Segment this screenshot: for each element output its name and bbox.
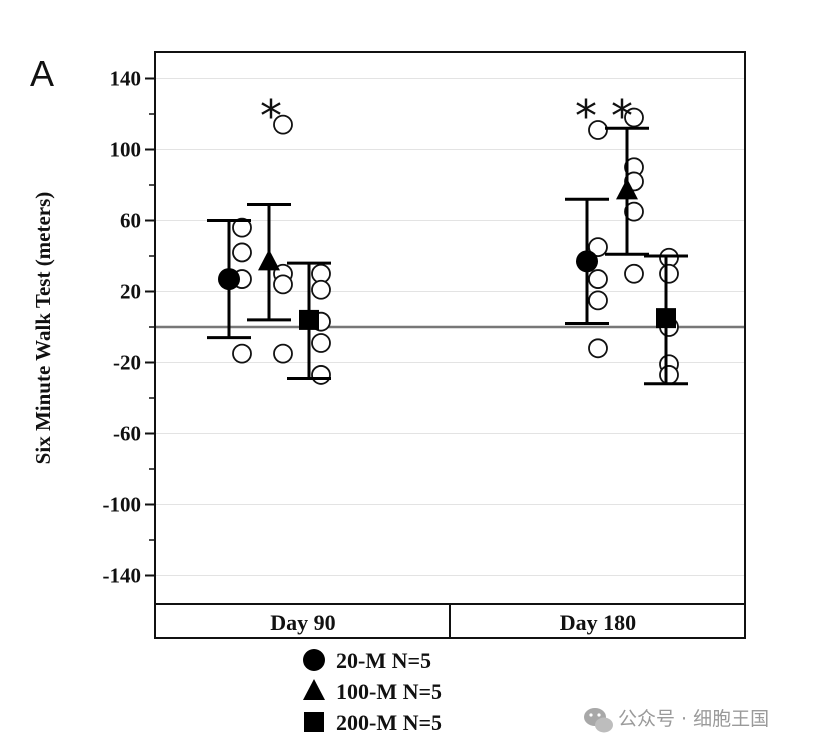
watermark: 公众号 · 细胞王国: [584, 708, 769, 733]
individual-point: [232, 242, 252, 263]
gridlines: [155, 78, 745, 576]
individual-point: [588, 269, 608, 289]
individual-point: [588, 237, 608, 258]
significance-star: *: [611, 91, 633, 142]
legend-marker: [304, 712, 324, 732]
panel-letter: A: [30, 53, 54, 94]
mean-marker: [656, 308, 676, 329]
category-label: Day 90: [270, 610, 335, 635]
data-marks: [207, 107, 688, 386]
individual-point: [588, 120, 608, 140]
individual-point: [232, 343, 252, 364]
watermark-text: 公众号 · 细胞王国: [618, 708, 769, 730]
legend-label: 200-M N=5: [336, 710, 442, 735]
individual-point: [624, 263, 644, 284]
y-tick-label: -60: [113, 422, 141, 446]
legend-label: 20-M N=5: [336, 648, 431, 673]
y-tick-label: -100: [103, 493, 142, 517]
individual-point: [588, 338, 608, 359]
individual-point: [311, 365, 331, 385]
legend-marker: [303, 649, 325, 671]
y-tick-label: 20: [120, 280, 141, 304]
y-tick-label: 60: [120, 209, 141, 233]
individual-point: [659, 263, 679, 284]
category-bar: Day 90 Day 180: [154, 603, 746, 639]
individual-point: [273, 274, 293, 295]
individual-point: [624, 107, 644, 128]
mean-marker: [299, 309, 319, 330]
mean-marker: [218, 268, 240, 291]
mean-marker: [616, 178, 638, 200]
individual-point: [232, 217, 252, 238]
legend: 20-M N=5 100-M N=5 200-M N=5: [303, 648, 442, 735]
y-tick-label: -20: [113, 351, 141, 375]
y-tick-label: 140: [110, 67, 142, 91]
significance-marks: * * *: [260, 91, 633, 142]
legend-marker: [303, 679, 325, 700]
legend-label: 100-M N=5: [336, 679, 442, 704]
individual-point: [273, 343, 293, 364]
significance-star: *: [575, 91, 597, 142]
y-axis: 140 100 60 20 -20 -60 -100 -140: [103, 67, 155, 588]
y-axis-label: Six Minute Walk Test (meters): [31, 192, 55, 465]
category-label: Day 180: [560, 610, 636, 635]
mean-marker: [258, 249, 280, 271]
wechat-icon: [584, 708, 613, 733]
y-tick-label: -140: [103, 564, 142, 588]
mean-marker: [576, 250, 598, 273]
individual-point: [311, 333, 331, 353]
individual-point: [588, 290, 608, 311]
significance-star: *: [260, 91, 282, 142]
y-tick-label: 100: [110, 138, 142, 162]
individual-point: [311, 279, 331, 300]
individual-point: [624, 201, 644, 222]
individual-point: [273, 114, 293, 135]
individual-point: [659, 365, 679, 385]
